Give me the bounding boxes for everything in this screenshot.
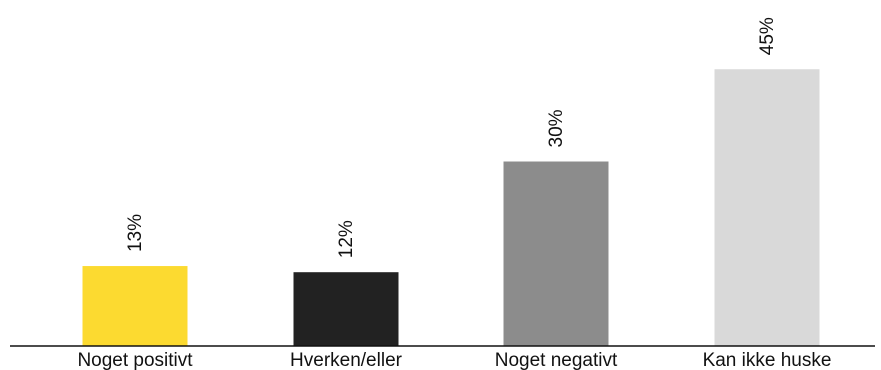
category-label-1: Hverken/eller — [290, 350, 403, 370]
value-label-0: 13% — [125, 214, 146, 252]
bar-2 — [503, 161, 609, 346]
value-label-2: 30% — [546, 109, 567, 147]
category-label-0: Noget positivt — [77, 350, 193, 370]
category-labels-group: Noget positivt Hverken/eller Noget negativ… — [77, 350, 831, 370]
category-label-2: Noget negativt — [495, 350, 618, 370]
bar-3 — [714, 69, 820, 346]
bars-group — [82, 69, 820, 346]
category-label-3: Kan ikke huske — [703, 350, 832, 370]
bar-0 — [82, 266, 188, 346]
value-label-1: 12% — [336, 220, 357, 258]
bar-1 — [293, 272, 399, 346]
value-label-3: 45% — [757, 17, 778, 55]
value-labels-group: 13% 12% 30% 45% — [125, 17, 778, 258]
